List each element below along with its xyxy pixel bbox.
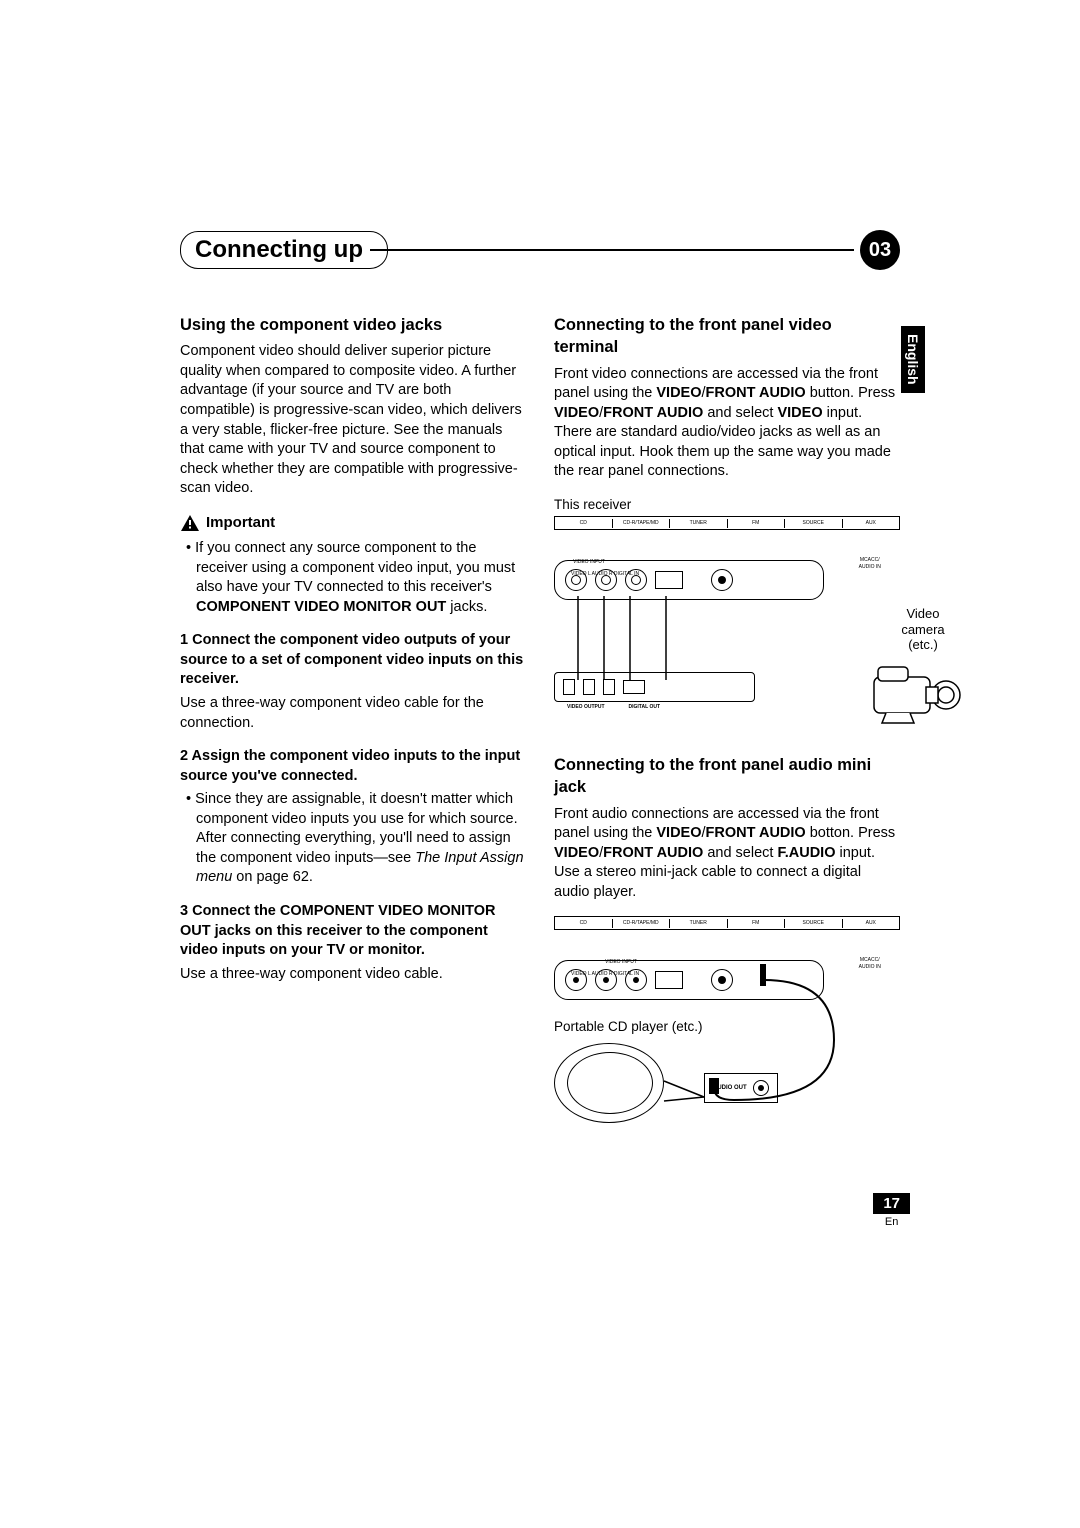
plug-icon	[563, 679, 575, 695]
body-text: Front audio connections are accessed via…	[554, 805, 900, 903]
step-2: 2 Assign the component video inputs to t…	[180, 747, 526, 786]
figure-audio-minijack: CDCD-R/TAPE/MDTUNERFMSOURCEAUX VIDEO INP…	[554, 916, 900, 1126]
page-lang: En	[873, 1216, 910, 1228]
plug-icon	[583, 679, 595, 695]
audio-in-jack	[711, 969, 733, 991]
bullet-item: • If you connect any source component to…	[180, 539, 526, 617]
camera-caption: Video camera (etc.)	[868, 606, 978, 653]
front-panel: VIDEO INPUT VIDEO L AUDIO R DIGITAL IN M…	[554, 960, 824, 1000]
camera-illustration: Video camera (etc.)	[868, 606, 978, 733]
step-body: Use a three-way component video cable fo…	[180, 694, 526, 733]
body-text: Component video should deliver superior …	[180, 342, 526, 499]
page-footer: 17 En	[873, 1193, 910, 1228]
cd-player-icon	[554, 1043, 664, 1123]
input-selector-bar: CDCD-R/TAPE/MDTUNERFMSOURCEAUX	[554, 516, 900, 530]
bullet-text: jacks.	[446, 599, 487, 615]
right-column: Connecting to the front panel video term…	[554, 314, 900, 1144]
section-heading: Connecting to the front panel video term…	[554, 314, 900, 359]
optical-jack	[655, 571, 683, 589]
step-lead: 3 Connect the COMPONENT VIDEO MONITOR OU…	[180, 903, 496, 958]
audio-out-jack	[753, 1080, 769, 1096]
optical-out	[623, 680, 645, 694]
section-heading: Connecting to the front panel audio mini…	[554, 754, 900, 799]
source-device: VIDEO OUTPUTDIGITAL OUT	[554, 672, 755, 702]
header-divider	[370, 249, 854, 251]
chapter-title: Connecting up	[180, 231, 388, 269]
bullet-text: If you connect any source component to t…	[195, 540, 515, 595]
figure-video-terminal: CDCD-R/TAPE/MDTUNERFMSOURCEAUX VIDEO INP…	[554, 516, 900, 736]
step-body: Use a three-way component video cable.	[180, 965, 526, 985]
panel-top-label: VIDEO INPUT	[573, 559, 605, 566]
cd-caption: Portable CD player (etc.)	[554, 1018, 900, 1036]
language-tab: English	[901, 326, 925, 393]
step-3: 3 Connect the COMPONENT VIDEO MONITOR OU…	[180, 902, 526, 961]
chapter-number-badge: 03	[860, 230, 900, 270]
camera-icon	[868, 657, 968, 727]
audio-out-label: AUDIO OUT	[713, 1084, 747, 1092]
device-out-labels: VIDEO OUTPUTDIGITAL OUT	[567, 704, 660, 711]
bullet-text: on page 62.	[232, 869, 313, 885]
important-label: Important	[206, 513, 275, 533]
panel-right-label: MCACC/ AUDIO IN	[859, 957, 881, 971]
optical-jack	[655, 971, 683, 989]
bullet-item: • Since they are assignable, it doesn't …	[180, 790, 526, 888]
front-panel: VIDEO INPUT VIDEO L AUDIO R DIGITAL IN M…	[554, 560, 824, 600]
page-number: 17	[873, 1193, 910, 1214]
panel-right-label: MCACC/ AUDIO IN	[859, 557, 881, 571]
body-text: Front video connections are accessed via…	[554, 365, 900, 482]
jack-labels: VIDEO L AUDIO R DIGITAL IN	[571, 571, 639, 578]
bullet-bold: COMPONENT VIDEO MONITOR OUT	[196, 599, 446, 615]
mcacc-jack	[711, 569, 733, 591]
audio-out-box: AUDIO OUT	[704, 1073, 778, 1103]
jack-labels: VIDEO L AUDIO R DIGITAL IN	[571, 971, 639, 978]
chapter-header: Connecting up 03	[180, 230, 900, 270]
warning-icon	[180, 514, 200, 532]
step-lead: 1 Connect the component video outputs of…	[180, 632, 523, 687]
figure-caption: This receiver	[554, 496, 900, 514]
plug-icon	[603, 679, 615, 695]
panel-top-label: VIDEO INPUT	[605, 959, 637, 966]
pointer-line-icon	[662, 1079, 706, 1109]
important-callout: Important	[180, 513, 526, 533]
left-column: Using the component video jacks Componen…	[180, 314, 526, 1144]
step-1: 1 Connect the component video outputs of…	[180, 631, 526, 690]
step-lead: 2 Assign the component video inputs to t…	[180, 748, 520, 784]
input-selector-bar: CDCD-R/TAPE/MDTUNERFMSOURCEAUX	[554, 916, 900, 930]
section-heading: Using the component video jacks	[180, 314, 526, 336]
